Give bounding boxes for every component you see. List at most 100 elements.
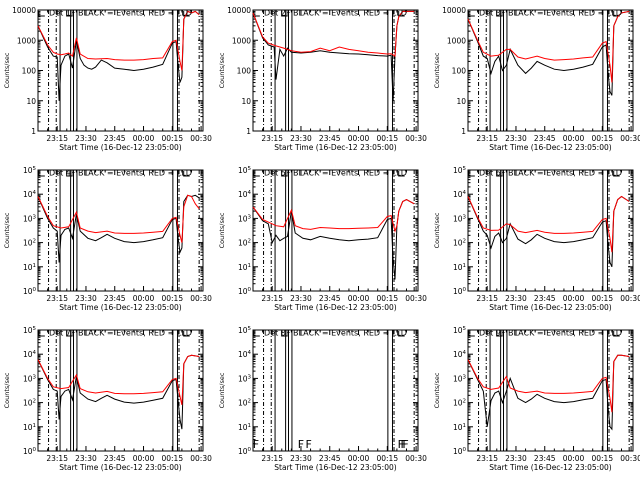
x-tick-label: 00:00 — [348, 294, 370, 303]
bracket-mark — [398, 11, 405, 17]
bracket-mark — [281, 11, 288, 17]
bracket-mark — [468, 171, 475, 177]
y-tick-label: 103 — [238, 214, 252, 223]
x-tick-label: 00:15 — [376, 134, 398, 143]
x-tick-label: 00:30 — [405, 294, 427, 303]
y-axis-label: Counts/sec — [218, 372, 226, 408]
x-tick-label: 00:15 — [161, 454, 183, 463]
plot-frame — [37, 169, 204, 292]
bracket-mark — [38, 331, 45, 337]
series-lld — [37, 10, 200, 71]
x-tick-label: 00:00 — [563, 134, 585, 143]
x-axis-label: Start Time (16-Dec-12 23:05:00) — [489, 143, 611, 152]
series-lld — [467, 195, 630, 253]
x-tick-label: 23:15 — [46, 294, 68, 303]
y-tick-label: 105 — [23, 326, 37, 335]
x-axis-label: Start Time (16-Dec-12 23:05:00) — [274, 463, 396, 472]
bracket-mark — [183, 331, 190, 337]
panel-title: Det 3F BLACK = Events, RED = LLD — [479, 9, 622, 18]
x-tick-label: 00:30 — [620, 294, 640, 303]
x-tick-label: 00:00 — [133, 294, 155, 303]
x-axis-label: Start Time (16-Dec-12 23:05:00) — [59, 143, 181, 152]
y-tick-label: 104 — [453, 350, 467, 359]
series-events — [37, 10, 200, 101]
y-axis-label: Counts/sec — [433, 212, 441, 248]
plot-frame — [467, 329, 634, 452]
panel-title: Det 1F BLACK = Events, RED = LLD — [49, 9, 192, 18]
y-tick-label: 10000 — [12, 6, 36, 15]
series-lld — [252, 199, 415, 233]
y-tick-label: 100 — [23, 447, 37, 456]
x-tick-label: 00:00 — [348, 134, 370, 143]
y-tick-label: 103 — [23, 214, 37, 223]
y-tick-label: 102 — [23, 399, 36, 408]
y-axis-label: Counts/sec — [3, 212, 11, 248]
y-tick-label: 100 — [237, 67, 252, 76]
x-tick-label: 23:15 — [261, 454, 283, 463]
bracket-mark — [613, 11, 620, 17]
y-tick-label: 1 — [31, 127, 36, 136]
bracket-mark — [253, 331, 260, 337]
plot-frame — [467, 169, 634, 292]
y-tick-label: 102 — [238, 239, 251, 248]
x-tick-label: 23:45 — [534, 294, 556, 303]
y-axis-label: Counts/sec — [3, 372, 11, 408]
y-tick-label: 1 — [461, 127, 466, 136]
bracket-mark — [38, 11, 45, 17]
x-tick-label: 23:45 — [319, 134, 341, 143]
x-tick-label: 23:45 — [104, 454, 126, 463]
x-tick-label: 00:30 — [405, 454, 427, 463]
y-tick-label: 10 — [241, 97, 251, 106]
x-tick-label: 23:15 — [46, 454, 68, 463]
x-tick-label: 23:30 — [290, 294, 312, 303]
x-tick-label: 00:15 — [161, 294, 183, 303]
x-tick-label: 00:00 — [133, 454, 155, 463]
x-tick-label: 23:45 — [104, 294, 126, 303]
x-tick-label: 23:15 — [261, 294, 283, 303]
bracket-mark — [468, 11, 475, 17]
series-events — [467, 354, 630, 431]
series-lld — [467, 354, 630, 413]
y-tick-label: 10000 — [442, 6, 466, 15]
y-tick-label: 105 — [453, 166, 467, 175]
detector-panel-7: 100 101 102 103 104 105 23:15 23:30 23:45 00:00 00… — [3, 326, 212, 472]
y-tick-label: 101 — [238, 263, 251, 272]
bracket-mark — [496, 171, 503, 177]
series-events — [252, 10, 415, 101]
bracket-mark — [613, 171, 620, 177]
y-tick-label: 101 — [23, 263, 36, 272]
y-axis-label: Counts/sec — [218, 212, 226, 248]
detector-panel-2: 1 10 100 1000 10000 23:15 23:30 23:45 00:00 00:15… — [218, 6, 427, 152]
annotation-letter: F — [398, 438, 404, 451]
bracket-mark — [253, 171, 260, 177]
x-tick-label: 00:30 — [190, 134, 212, 143]
x-tick-label: 23:30 — [75, 134, 97, 143]
x-tick-label: 23:45 — [104, 134, 126, 143]
x-tick-label: 00:15 — [591, 134, 613, 143]
x-tick-label: 00:30 — [620, 454, 640, 463]
bracket-mark — [496, 11, 503, 17]
bracket-mark — [496, 331, 503, 337]
x-tick-label: 00:30 — [405, 134, 427, 143]
bracket-mark — [183, 11, 190, 17]
panel-title: Det 5F BLACK = Events, RED = LLD — [264, 169, 407, 178]
x-tick-label: 23:15 — [46, 134, 68, 143]
bracket-mark — [66, 171, 73, 177]
y-tick-label: 102 — [453, 399, 466, 408]
x-tick-label: 23:30 — [290, 454, 312, 463]
bracket-mark — [613, 331, 620, 337]
plot-frame — [37, 329, 204, 452]
series-events — [467, 195, 630, 268]
y-tick-label: 101 — [453, 263, 466, 272]
x-tick-label: 00:30 — [190, 454, 212, 463]
y-tick-label: 105 — [238, 166, 252, 175]
y-tick-label: 104 — [23, 350, 37, 359]
panel-title: Det 6F BLACK = Events, RED = LLD — [479, 169, 622, 178]
y-tick-label: 100 — [453, 447, 467, 456]
annotation-letter: F — [253, 438, 259, 451]
y-tick-label: 103 — [238, 374, 252, 383]
plot-frame — [252, 169, 419, 292]
y-tick-label: 101 — [453, 423, 466, 432]
x-tick-label: 23:30 — [505, 134, 527, 143]
